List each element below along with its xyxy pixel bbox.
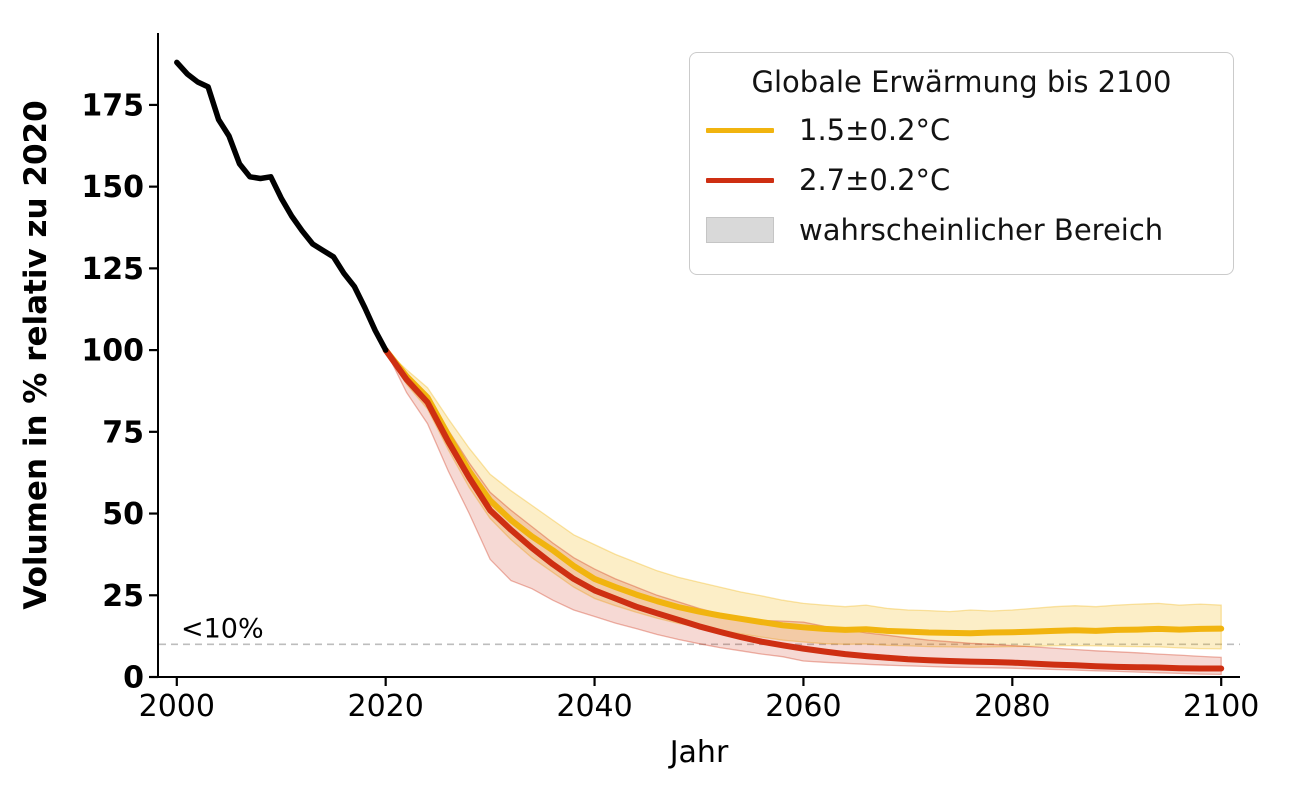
x-tick-label: 2040: [556, 689, 632, 724]
y-tick-label: 150: [81, 170, 144, 205]
uncertainty-band-warming-1-5C: [385, 349, 1222, 650]
legend-title: Globale Erwärmung bis 2100: [751, 65, 1172, 99]
y-tick-label: 100: [81, 334, 144, 369]
y-tick-label: 175: [81, 88, 144, 123]
y-tick-label: 50: [102, 497, 144, 532]
legend-swatch-wrap: [706, 127, 774, 133]
line-warming-1-5C: [382, 347, 1225, 637]
x-axis-label: Jahr: [668, 735, 729, 770]
legend-swatch-wrap: [706, 177, 774, 183]
legend: Globale Erwärmung bis 2100 1.5±0.2°C 2.7…: [689, 52, 1234, 275]
legend-item-warming-2-7: 2.7±0.2°C: [706, 155, 1217, 205]
legend-swatch-wrap: [706, 217, 774, 243]
x-tick-label: 2080: [974, 689, 1050, 724]
x-tick-label: 2100: [1183, 689, 1259, 724]
x-tick-label: 2060: [765, 689, 841, 724]
x-tick-label: 2020: [347, 689, 423, 724]
legend-item-warming-1-5: 1.5±0.2°C: [706, 105, 1217, 155]
y-tick-label: 125: [81, 252, 144, 287]
y-tick-label: 75: [102, 415, 144, 450]
legend-line-swatch-1-5C: [706, 127, 774, 133]
legend-patch-swatch-likely-range: [706, 217, 774, 243]
legend-item-likely-range: wahrscheinlicher Bereich: [706, 205, 1217, 255]
y-tick-label: 0: [123, 661, 144, 696]
line-warming-2-7C: [382, 347, 1225, 672]
y-axis-label: Volumen in % relativ zu 2020: [18, 100, 54, 609]
legend-label-1-5C: 1.5±0.2°C: [799, 113, 951, 147]
legend-label-2-7C: 2.7±0.2°C: [799, 163, 951, 197]
legend-line-swatch-2-7C: [706, 177, 774, 183]
threshold-annotation: <10%: [181, 613, 264, 644]
y-tick-label: 25: [102, 579, 144, 614]
line-history: [174, 59, 389, 353]
legend-label-likely-range: wahrscheinlicher Bereich: [799, 213, 1164, 247]
x-tick-label: 2000: [139, 689, 215, 724]
plot-area: <10% 0 25 50 75 100 125 150 175 2000 2020 2040 2060 2…: [81, 33, 1259, 724]
